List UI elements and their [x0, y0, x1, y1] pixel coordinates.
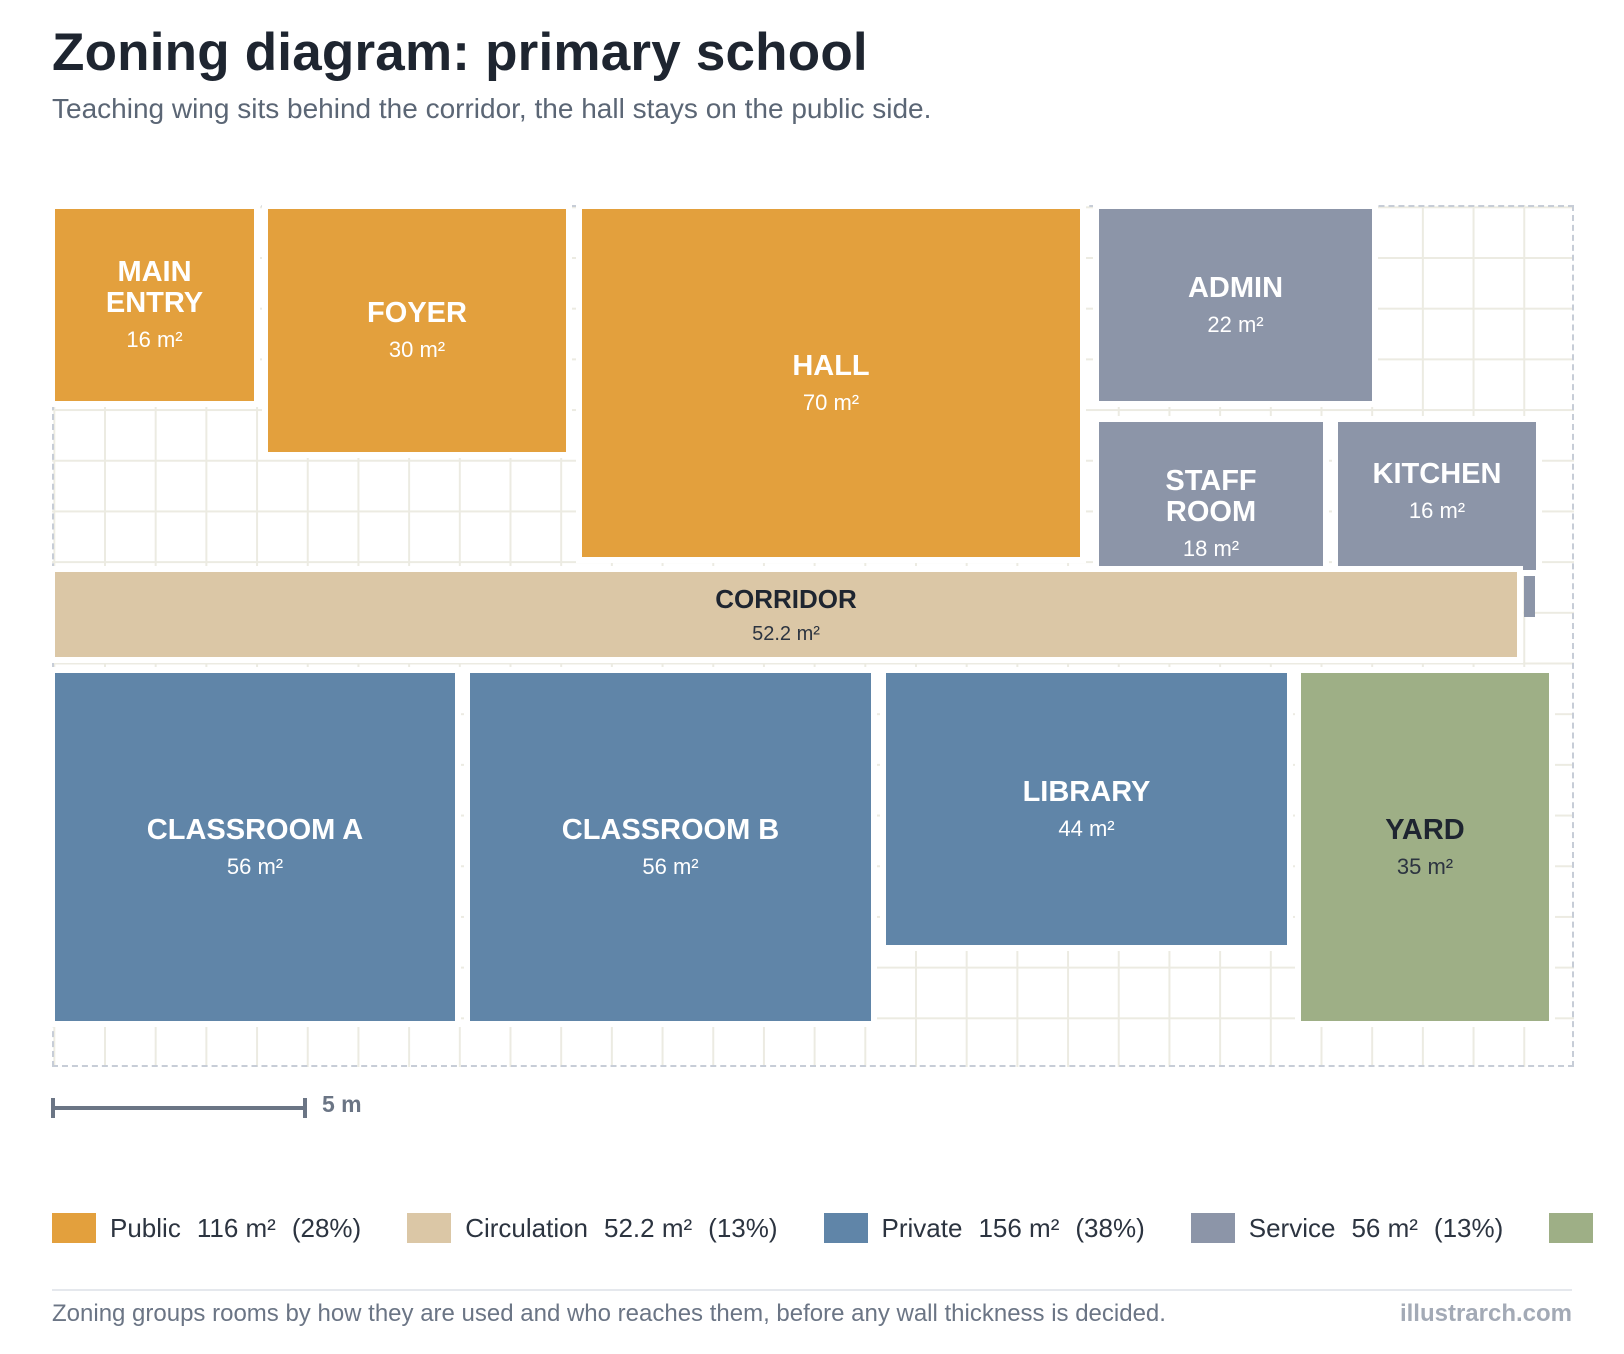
legend: Public 116 m² (28%) Circulation 52.2 m² …: [52, 1212, 1624, 1244]
credit: illustrarch.com: [1399, 1300, 1572, 1327]
room-name: KITCHEN: [1372, 457, 1502, 490]
room-area: 18 m²: [1182, 536, 1240, 561]
room-area: 16 m²: [1408, 497, 1466, 523]
legend-zone: Private: [881, 1212, 963, 1243]
room-area: 52.2 m²: [752, 622, 820, 645]
room-name: FOYER: [367, 297, 467, 329]
room-classroom-b: CLASSROOM B 56 m²: [464, 667, 877, 1027]
legend-swatch: [52, 1213, 96, 1243]
room-staff-room: STAFF ROOM 18 m²: [1093, 416, 1329, 576]
legend-swatch: [407, 1213, 452, 1243]
room-kitchen: KITCHEN 16 m²: [1332, 416, 1542, 576]
room-name: LIBRARY: [1022, 775, 1151, 808]
legend-area: 52.2 m²: [604, 1212, 693, 1243]
legend-item-service: Service 56 m² (13%): [1190, 1212, 1504, 1244]
scale-bar-tick-end: [303, 1098, 307, 1118]
scale-bar-tick-start: [51, 1098, 55, 1118]
room-area: 30 m²: [388, 337, 446, 362]
room-foyer: FOYER 30 m²: [262, 203, 572, 458]
room-classroom-a: CLASSROOM A 56 m²: [49, 667, 461, 1027]
legend-pct: (28%): [291, 1212, 362, 1243]
legend-area: 156 m²: [978, 1212, 1060, 1243]
legend-area: 56 m²: [1351, 1212, 1418, 1243]
legend-zone: Service: [1248, 1212, 1336, 1243]
room-area: 70 m²: [802, 389, 860, 415]
legend-pct: (13%): [1433, 1212, 1504, 1243]
legend-pct: (13%): [708, 1212, 778, 1243]
legend-pct: (38%): [1075, 1212, 1145, 1243]
room-name: CLASSROOM A: [146, 813, 364, 846]
page-subtitle: Teaching wing sits behind the corridor, …: [52, 93, 932, 124]
room-name: HALL: [792, 349, 870, 382]
room-area: 16 m²: [126, 327, 183, 352]
footnote: Zoning groups rooms by how they are used…: [52, 1300, 1166, 1327]
legend-swatch: [823, 1213, 868, 1243]
legend-item-public: Public 116 m² (28%): [52, 1213, 361, 1244]
room-area: 44 m²: [1058, 815, 1115, 841]
room-name: YARD: [1385, 813, 1465, 846]
scale-bar: [51, 1098, 307, 1118]
room-library: LIBRARY 44 m²: [880, 667, 1293, 951]
room-main-entry: MAIN ENTRY 16 m²: [49, 203, 260, 407]
room-admin: ADMIN 22 m²: [1093, 203, 1378, 407]
room-name: CLASSROOM B: [561, 813, 780, 846]
scale-bar-line: [51, 1106, 307, 1110]
room-area: 56 m²: [226, 853, 284, 879]
room-name: MAIN ENTRY: [105, 256, 204, 319]
room-corridor: CORRIDOR 52.2 m²: [49, 566, 1523, 663]
room-area: 22 m²: [1207, 311, 1264, 337]
room-name: STAFF ROOM: [1165, 465, 1257, 528]
kitchen-extension: [1524, 570, 1535, 617]
scale-label: 5 m: [322, 1091, 362, 1117]
room-area: 35 m²: [1396, 853, 1454, 879]
room-hall: HALL 70 m²: [576, 203, 1086, 563]
legend-swatch: [1190, 1213, 1235, 1243]
legend-swatch: [1549, 1213, 1594, 1243]
room-name: ADMIN: [1187, 271, 1284, 304]
page-title: Zoning diagram: primary school: [52, 23, 868, 82]
legend-area: 116 m²: [196, 1212, 276, 1243]
room-area: 56 m²: [642, 853, 699, 879]
legend-item-circulation: Circulation 52.2 m² (13%): [407, 1212, 778, 1244]
legend-item-outdoor: [1549, 1213, 1607, 1243]
room-name: CORRIDOR: [715, 583, 857, 614]
legend-item-private: Private 156 m² (38%): [823, 1212, 1145, 1244]
room-yard: YARD 35 m²: [1295, 667, 1555, 1027]
legend-zone: Public: [110, 1212, 181, 1243]
legend-zone: Circulation: [465, 1212, 589, 1243]
footer-divider: [52, 1289, 1572, 1291]
